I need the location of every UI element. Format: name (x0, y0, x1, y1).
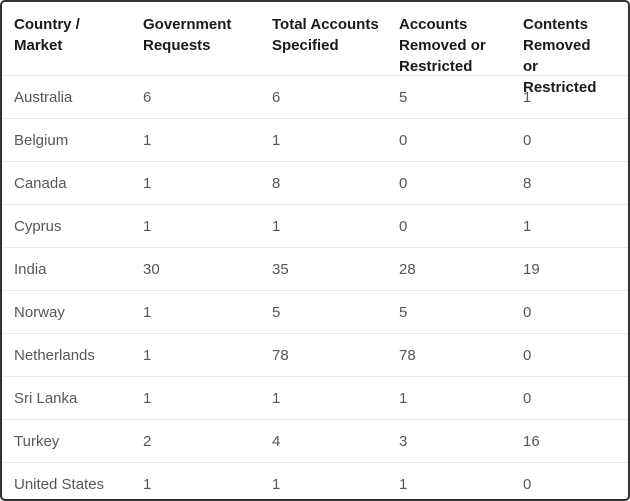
country-cell: Sri Lanka (14, 389, 78, 407)
country-cell: India (14, 260, 47, 278)
government-requests-cell: 1 (143, 346, 152, 364)
country-cell: Turkey (14, 432, 60, 450)
table-row-united-states: United States 1 1 1 0 (2, 463, 628, 499)
table-row-turkey: Turkey 2 4 3 16 (2, 420, 628, 463)
total-accounts-cell: 6 (272, 88, 281, 106)
total-accounts-cell: 8 (272, 174, 281, 192)
contents-removed-cell: 1 (523, 217, 532, 235)
accounts-removed-cell: 3 (399, 432, 408, 450)
col-header-accounts-removed-restricted: Accounts Removed or Restricted (399, 16, 486, 75)
accounts-removed-cell: 78 (399, 346, 416, 364)
accounts-removed-cell: 1 (399, 389, 408, 407)
total-accounts-cell: 1 (272, 476, 281, 493)
contents-removed-cell: 0 (523, 303, 532, 321)
government-requests-cell: 1 (143, 217, 152, 235)
contents-removed-cell: 1 (523, 88, 532, 106)
accounts-removed-cell: 0 (399, 217, 408, 235)
accounts-removed-cell: 28 (399, 260, 416, 278)
government-requests-cell: 1 (143, 131, 152, 149)
col-header-total-accounts-specified: Total Accounts Specified (272, 16, 379, 54)
accounts-removed-cell: 0 (399, 131, 408, 149)
country-cell: United States (14, 476, 105, 493)
col-header-contents-removed-restricted: Contents Removed or Restricted (523, 16, 597, 96)
total-accounts-cell: 1 (272, 389, 281, 407)
table-row-belgium: Belgium 1 1 0 0 (2, 119, 628, 162)
government-requests-cell: 6 (143, 88, 152, 106)
contents-removed-cell: 16 (523, 432, 540, 450)
government-requests-cell: 1 (143, 174, 152, 192)
table-row-cyprus: Cyprus 1 1 0 1 (2, 205, 628, 248)
table-header-row: Country / Market Government Requests Tot… (2, 2, 628, 96)
contents-removed-cell: 0 (523, 346, 532, 364)
total-accounts-cell: 1 (272, 131, 281, 149)
country-cell: Norway (14, 303, 65, 321)
country-cell: Australia (14, 88, 73, 106)
table-row-sri-lanka: Sri Lanka 1 1 1 0 (2, 377, 628, 420)
contents-removed-cell: 0 (523, 389, 532, 407)
total-accounts-cell: 35 (272, 260, 289, 278)
accounts-removed-cell: 0 (399, 174, 408, 192)
country-cell: Netherlands (14, 346, 95, 364)
government-requests-cell: 1 (143, 389, 152, 407)
government-requests-cell: 1 (143, 303, 152, 321)
table-row-netherlands: Netherlands 1 78 78 0 (2, 334, 628, 377)
accounts-removed-cell: 5 (399, 303, 408, 321)
total-accounts-cell: 4 (272, 432, 281, 450)
contents-removed-cell: 8 (523, 174, 532, 192)
table-row-india: India 30 35 28 19 (2, 248, 628, 291)
contents-removed-cell: 19 (523, 260, 540, 278)
country-cell: Belgium (14, 131, 69, 149)
total-accounts-cell: 1 (272, 217, 281, 235)
table-row-canada: Canada 1 8 0 8 (2, 162, 628, 205)
total-accounts-cell: 78 (272, 346, 289, 364)
total-accounts-cell: 5 (272, 303, 281, 321)
table-row-norway: Norway 1 5 5 0 (2, 291, 628, 334)
col-header-country-market: Country / Market (14, 16, 80, 54)
country-cell: Canada (14, 174, 67, 192)
accounts-removed-cell: 1 (399, 476, 408, 493)
table-row-australia: Australia 6 6 5 1 (2, 76, 628, 119)
government-requests-cell: 30 (143, 260, 160, 278)
government-requests-cell: 1 (143, 476, 152, 493)
government-requests-cell: 2 (143, 432, 152, 450)
contents-removed-cell: 0 (523, 476, 532, 493)
col-header-government-requests: Government Requests (143, 16, 232, 54)
contents-removed-cell: 0 (523, 131, 532, 149)
accounts-removed-cell: 5 (399, 88, 408, 106)
country-cell: Cyprus (14, 217, 62, 235)
